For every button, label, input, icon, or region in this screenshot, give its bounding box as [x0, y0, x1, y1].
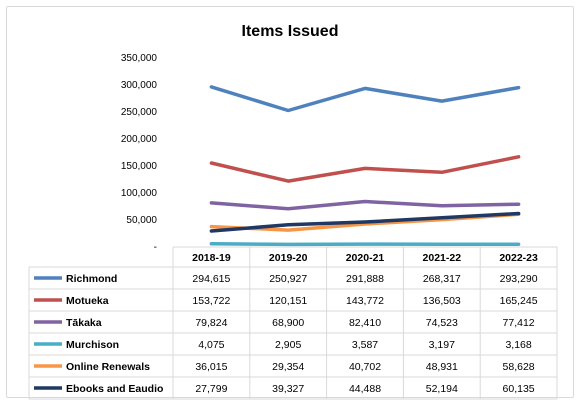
data-table: 2018-19 2019-20 2020-21 2021-22 2022-23 Richm… [28, 246, 558, 400]
data-label: 44,488 [349, 383, 381, 395]
series-line-2 [209, 199, 521, 211]
y-tick-label: 50,000 [126, 215, 157, 226]
y-axis: - 50,000 100,000 150,000 200,000 250,000 300,0… [121, 53, 158, 253]
x-tick-label: 2020-21 [346, 252, 385, 264]
x-tick-label: 2022-23 [499, 252, 538, 264]
legend-label: Murchison [66, 339, 119, 351]
data-label: 153,722 [192, 295, 230, 307]
series-line-1 [209, 155, 521, 183]
data-label: 294,615 [192, 273, 230, 285]
y-tick-label: 300,000 [121, 80, 158, 91]
data-label: 68,900 [272, 317, 304, 329]
data-label: 136,503 [423, 295, 461, 307]
y-tick-label: 250,000 [121, 107, 158, 118]
y-tick-label: 100,000 [121, 188, 158, 199]
data-label: 143,772 [346, 295, 384, 307]
y-tick-label: 200,000 [121, 134, 158, 145]
legend-label: Motueka [66, 295, 109, 307]
series-line-5 [209, 211, 521, 233]
data-label: 250,927 [269, 273, 307, 285]
legend-label: Tākaka [66, 317, 102, 329]
data-label: 79,824 [195, 317, 227, 329]
data-label: 293,290 [500, 273, 538, 285]
data-label: 40,702 [349, 361, 381, 373]
data-label: 36,015 [195, 361, 227, 373]
data-label: 3,587 [352, 339, 378, 351]
legend-label: Ebooks and Eaudio [66, 383, 163, 395]
data-label: 291,888 [346, 273, 384, 285]
data-label: 58,628 [503, 361, 535, 373]
chart-title: Items Issued [242, 23, 339, 40]
data-label: 4,075 [198, 339, 224, 351]
x-tick-label: 2018-19 [192, 252, 231, 264]
data-label: 74,523 [426, 317, 458, 329]
data-label: 52,194 [426, 383, 458, 395]
data-label: 48,931 [426, 361, 458, 373]
legend-label: Online Renewals [66, 361, 150, 373]
data-label: 82,410 [349, 317, 381, 329]
data-label: 29,354 [272, 361, 304, 373]
data-label: 120,151 [269, 295, 307, 307]
data-label: 39,327 [272, 383, 304, 395]
x-tick-label: 2019-20 [269, 252, 308, 264]
data-label: 60,135 [503, 383, 535, 395]
series-line-0 [209, 85, 521, 113]
data-label: 268,317 [423, 273, 461, 285]
data-label: 165,245 [500, 295, 538, 307]
y-tick-label: 350,000 [121, 53, 158, 64]
legend-label: Richmond [66, 273, 117, 285]
data-label: 3,197 [429, 339, 455, 351]
y-tick-label: - [154, 242, 157, 253]
series-lines [209, 85, 521, 247]
x-tick-label: 2021-22 [423, 252, 462, 264]
y-tick-label: 150,000 [121, 161, 158, 172]
data-label: 77,412 [503, 317, 535, 329]
data-label: 27,799 [195, 383, 227, 395]
data-label: 3,168 [505, 339, 531, 351]
data-label: 2,905 [275, 339, 301, 351]
series-line-3 [209, 242, 521, 247]
